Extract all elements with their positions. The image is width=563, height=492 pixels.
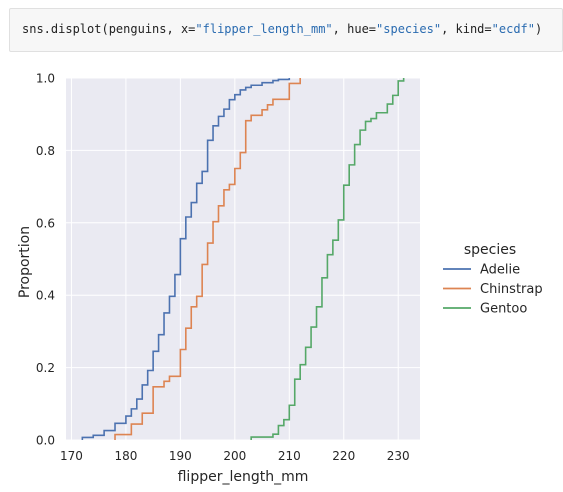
x-tick-label: 170: [60, 449, 83, 463]
y-tick-label: 0.2: [36, 361, 55, 375]
code-string-hue: "species": [376, 22, 442, 36]
x-tick-label: 190: [169, 449, 192, 463]
x-axis-ticks: 170 180 190 200 210 220 230: [60, 449, 410, 463]
y-axis-label: Proportion: [17, 226, 33, 298]
y-tick-label: 0.0: [36, 434, 55, 448]
code-token: , hue=: [332, 22, 377, 36]
legend-label-adelie: Adelie: [480, 263, 520, 278]
x-tick-label: 180: [114, 449, 137, 463]
code-string-x: "flipper_length_mm": [195, 22, 333, 36]
x-axis-label: flipper_length_mm: [178, 469, 309, 485]
y-tick-label: 0.8: [36, 144, 55, 158]
ecdf-line-chinstrap: [114, 78, 301, 440]
y-axis-ticks: 0.0 0.2 0.4 0.6 0.8 1.0: [36, 72, 55, 448]
legend-label-gentoo: Gentoo: [480, 302, 527, 317]
x-tick-label: 230: [387, 449, 410, 463]
y-tick-label: 1.0: [36, 72, 55, 86]
ecdf-line-gentoo: [250, 78, 405, 440]
code-string-kind: "ecdf": [491, 22, 535, 36]
code-cell[interactable]: sns.displot(penguins, x="flipper_length_…: [9, 8, 563, 52]
grid-lines: [66, 77, 420, 441]
legend: species Adelie Chinstrap Gentoo: [443, 242, 543, 317]
code-line: sns.displot(penguins, x="flipper_length_…: [22, 22, 542, 36]
legend-title: species: [464, 242, 516, 258]
x-tick-label: 200: [223, 449, 246, 463]
series-layer: [81, 78, 405, 440]
x-tick-label: 210: [278, 449, 301, 463]
ecdf-figure: 170 180 190 200 210 220 230 0.0 0.2 0.4 0.6 0.8 1.0…: [17, 72, 543, 486]
code-token: sns.displot(penguins, x=: [22, 22, 196, 36]
code-token: ): [535, 22, 543, 36]
y-tick-label: 0.4: [36, 289, 55, 303]
ecdf-line-adelie: [81, 78, 291, 440]
code-token: , kind=: [441, 22, 492, 36]
plot-background: [66, 78, 420, 440]
y-tick-label: 0.6: [36, 216, 55, 230]
legend-label-chinstrap: Chinstrap: [480, 282, 543, 297]
x-tick-label: 220: [332, 449, 355, 463]
